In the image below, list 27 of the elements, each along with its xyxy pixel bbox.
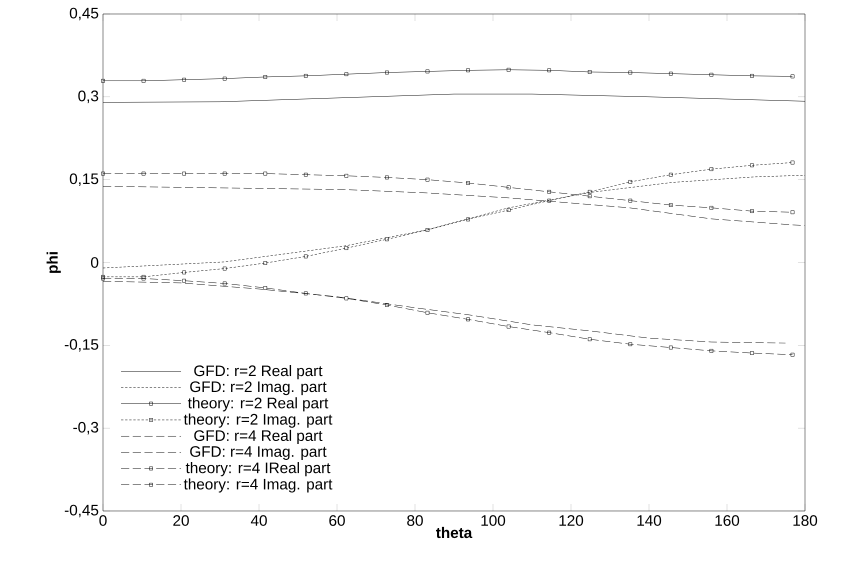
legend-label: theory: r=2 Real part <box>188 397 328 412</box>
legend-label: theory: r=2 Imag. part <box>184 414 332 428</box>
x-tick-label: 40 <box>250 515 267 526</box>
y-tick-label: -0,15 <box>64 339 98 352</box>
x-tick-label: 100 <box>481 515 506 526</box>
x-tick-label: 140 <box>637 515 662 526</box>
x-tick-label: 120 <box>559 515 584 526</box>
legend-label: theory: r=4 IReal part <box>186 462 330 476</box>
y-tick-label: 0,15 <box>70 173 98 186</box>
x-tick-label: 0 <box>99 515 107 526</box>
x-axis-title: theta <box>436 526 472 538</box>
legend-label: GFD: r=2 Real part <box>194 365 322 380</box>
x-tick-label: 60 <box>329 515 345 526</box>
legend-label: theory: r=4 Imag. part <box>184 478 332 493</box>
y-tick-label: 0,3 <box>78 90 98 104</box>
x-tick-label: 160 <box>715 515 740 526</box>
legend-label: GFD: r=2 Imag. part <box>190 381 327 396</box>
x-tick-label: 180 <box>793 515 818 526</box>
legend-label: GFD: r=4 Imag. part <box>190 446 327 460</box>
y-tick-label: 0,45 <box>70 8 98 20</box>
y-tick-label: -0,3 <box>73 422 98 434</box>
legend-label: GFD: r=4 Real part <box>194 430 322 444</box>
x-tick-label: 80 <box>407 515 423 526</box>
y-tick-label: -0,45 <box>64 504 98 518</box>
y-axis-title: phi <box>46 252 61 273</box>
x-tick-label: 20 <box>173 515 189 526</box>
y-tick-label: 0 <box>90 257 98 268</box>
